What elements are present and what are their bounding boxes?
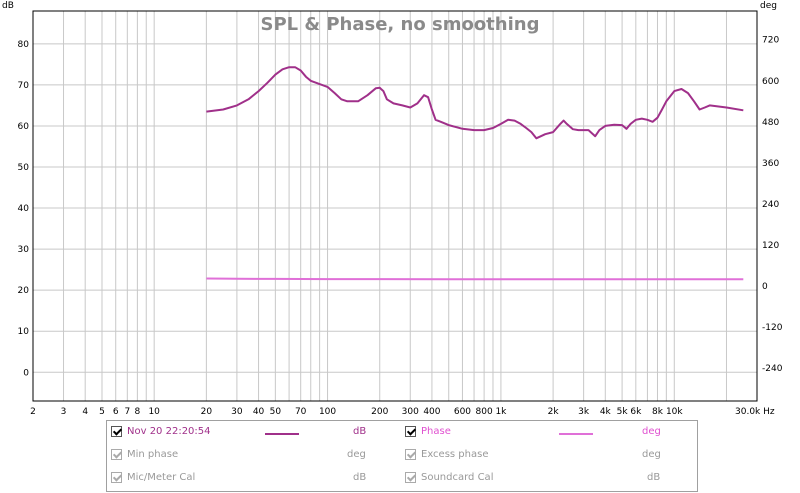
x-tick-label: 100 xyxy=(319,407,336,417)
left-tick-label: 30 xyxy=(18,245,30,255)
x-tick-label: 40 xyxy=(253,407,265,417)
legend-label-mic-cal: Mic/Meter Cal xyxy=(127,472,196,483)
x-tick-label: 2k xyxy=(548,407,560,417)
legend-swatch-measurement xyxy=(265,433,299,435)
legend-item-min-phase: Min phase xyxy=(111,449,178,460)
x-tick-label: 20 xyxy=(201,407,213,417)
checkbox-phase[interactable] xyxy=(405,426,416,437)
legend-panel: Nov 20 22:20:54 dB Phase deg Min phase d… xyxy=(106,420,698,492)
x-tick-label: 3k xyxy=(578,407,590,417)
legend-item-mic-cal: Mic/Meter Cal xyxy=(111,472,195,483)
right-tick-label: -240 xyxy=(762,364,783,374)
legend-unit-soundcard-cal: dB xyxy=(647,472,661,483)
checkbox-mic-cal xyxy=(111,472,122,483)
legend-item-phase[interactable]: Phase xyxy=(405,426,451,437)
series-line xyxy=(206,277,744,281)
legend-label-min-phase: Min phase xyxy=(127,449,179,460)
right-tick-label: 360 xyxy=(762,159,779,169)
left-tick-label: 50 xyxy=(18,163,30,173)
x-tick-label: 8 xyxy=(135,407,141,417)
legend-row: Mic/Meter Cal dB Soundcard Cal dB xyxy=(107,469,697,491)
legend-item-measurement[interactable]: Nov 20 22:20:54 xyxy=(111,426,211,437)
x-tick-label: 50 xyxy=(270,407,282,417)
right-tick-label: -120 xyxy=(762,323,783,333)
x-tick-label: 30.0k Hz xyxy=(735,407,775,417)
x-tick-label: 70 xyxy=(295,407,307,417)
legend-label-excess-phase: Excess phase xyxy=(421,449,489,460)
x-tick-label: 5k xyxy=(617,407,629,417)
left-tick-label: 10 xyxy=(18,327,30,337)
legend-label-measurement: Nov 20 22:20:54 xyxy=(127,426,211,437)
right-tick-label: 600 xyxy=(762,77,779,87)
legend-unit-phase: deg xyxy=(642,426,661,437)
legend-swatch-phase xyxy=(559,433,593,435)
x-tick-label: 10k xyxy=(666,407,683,417)
legend-row: Nov 20 22:20:54 dB Phase deg xyxy=(107,423,697,445)
x-tick-label: 200 xyxy=(371,407,388,417)
x-tick-label: 6k xyxy=(630,407,642,417)
right-tick-label: 720 xyxy=(762,36,779,46)
right-tick-label: 120 xyxy=(762,241,779,251)
series-lines xyxy=(206,66,744,281)
x-tick-label: 600 xyxy=(454,407,471,417)
checkbox-soundcard-cal xyxy=(405,472,416,483)
x-tick-label: 300 xyxy=(402,407,419,417)
x-tick-label: 3 xyxy=(61,407,67,417)
chart-grid xyxy=(32,11,758,401)
checkbox-min-phase xyxy=(111,449,122,460)
left-tick-label: 20 xyxy=(18,286,30,296)
checkbox-measurement[interactable] xyxy=(111,426,122,437)
legend-item-soundcard-cal: Soundcard Cal xyxy=(405,472,493,483)
legend-label-soundcard-cal: Soundcard Cal xyxy=(421,472,494,483)
x-tick-label: 5 xyxy=(99,407,105,417)
right-tick-label: 480 xyxy=(762,118,779,128)
left-axis-ticks: 0 10 20 30 40 50 60 70 80 xyxy=(18,40,30,378)
x-tick-label: 10 xyxy=(148,407,160,417)
left-tick-label: 70 xyxy=(18,81,30,91)
x-tick-label: 6 xyxy=(113,407,119,417)
legend-unit-mic-cal: dB xyxy=(353,472,367,483)
x-tick-label: 4 xyxy=(82,407,88,417)
right-axis-ticks: -240 -120 0 120 240 360 480 600 720 xyxy=(762,36,783,374)
x-tick-label: 800 xyxy=(476,407,493,417)
left-axis-unit: dB xyxy=(2,1,14,11)
right-axis-unit: deg xyxy=(760,1,777,11)
plot-frame xyxy=(32,10,758,402)
left-tick-label: 60 xyxy=(18,122,30,132)
x-tick-label: 4k xyxy=(600,407,612,417)
legend-label-phase: Phase xyxy=(421,426,451,437)
left-tick-label: 80 xyxy=(18,40,30,50)
series-line xyxy=(206,66,744,140)
right-tick-label: 0 xyxy=(762,282,768,292)
checkbox-excess-phase xyxy=(405,449,416,460)
legend-unit-min-phase: deg xyxy=(347,449,366,460)
spl-phase-chart: SPL & Phase, no smoothing dB deg 0102030… xyxy=(2,1,783,417)
x-tick-label: 30 xyxy=(231,407,243,417)
x-tick-label: 1k xyxy=(495,407,507,417)
left-tick-label: 40 xyxy=(18,204,30,214)
legend-item-excess-phase: Excess phase xyxy=(405,449,489,460)
right-tick-label: 240 xyxy=(762,200,779,210)
legend-row: Min phase deg Excess phase deg xyxy=(107,446,697,468)
legend-unit-excess-phase: deg xyxy=(642,449,661,460)
chart-title: SPL & Phase, no smoothing xyxy=(261,14,540,35)
x-axis-ticks: 2 3 4 5 6 7 8 10 20 30 40 50 70 100 200 300 400 600 800 1k 2… xyxy=(30,407,775,417)
legend-unit-measurement: dB xyxy=(353,426,367,437)
x-tick-label: 400 xyxy=(423,407,440,417)
left-tick-label: 0 xyxy=(23,368,29,378)
x-tick-label: 7 xyxy=(124,407,130,417)
x-tick-label: 2 xyxy=(30,407,36,417)
x-tick-label: 8k xyxy=(652,407,664,417)
